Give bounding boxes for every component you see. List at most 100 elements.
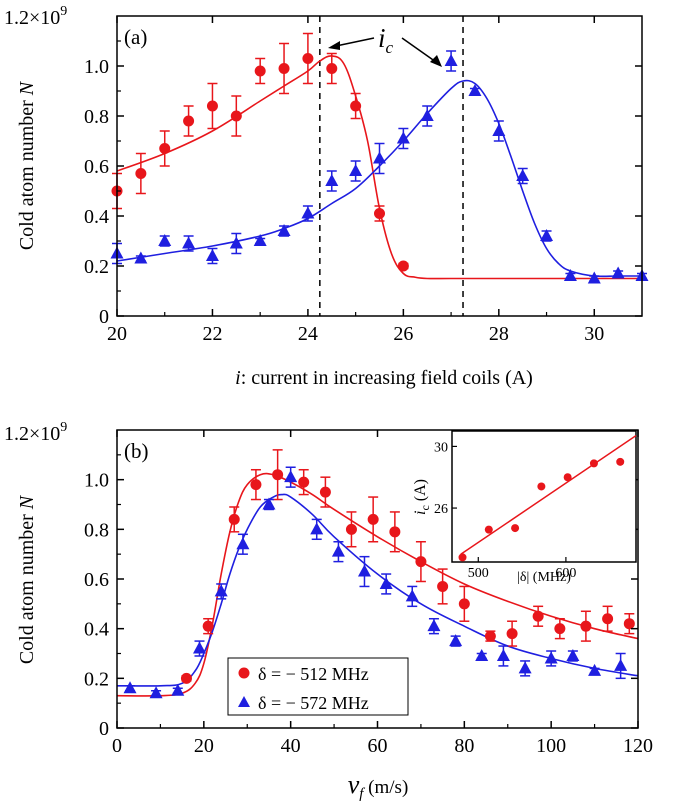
x-tick-label: 24 xyxy=(298,323,318,345)
data-point-blue xyxy=(262,497,276,510)
data-point-red xyxy=(272,469,284,481)
data-point-blue xyxy=(205,249,219,261)
y-tick-label: 0.8 xyxy=(84,106,109,128)
data-point-blue xyxy=(214,584,228,597)
x-tick-label: 80 xyxy=(454,735,474,757)
legend-label-red: δ = − 512 MHz xyxy=(258,664,369,684)
y-tick-label: 1.0 xyxy=(84,470,109,492)
data-point-blue xyxy=(192,641,206,654)
data-point-red xyxy=(350,100,362,112)
inset-chart: 500 600 26 30 |δ| (MHz) ic (A) xyxy=(412,430,637,585)
data-point-red xyxy=(367,513,379,525)
x-tick-label: 60 xyxy=(368,735,388,757)
legend-label-blue: δ = − 572 MHz xyxy=(258,693,369,713)
x-tick-label: 0 xyxy=(112,735,122,757)
data-point-blue xyxy=(331,544,345,557)
inset-ylabel: ic (A) xyxy=(412,479,432,515)
x-tick-label: 22 xyxy=(202,323,222,345)
fit-curve-blue xyxy=(116,493,639,687)
inset-data-point xyxy=(458,553,467,562)
inset-data-point xyxy=(616,457,625,466)
data-point-red xyxy=(374,208,385,219)
data-point-blue xyxy=(420,109,434,121)
ic-arrowhead-right xyxy=(430,55,442,67)
y-tick-label: 0.6 xyxy=(84,156,109,178)
data-point-red xyxy=(580,620,592,632)
data-point-blue xyxy=(588,663,602,676)
x-tick-label: 100 xyxy=(536,735,566,757)
data-point-blue xyxy=(325,174,339,186)
panel-a-label: (a) xyxy=(124,25,147,49)
ic-arrowhead-left xyxy=(328,41,340,50)
fit-curve-red xyxy=(116,55,642,280)
panel-a-xlabel: i: current in increasing field coils (A) xyxy=(235,367,533,389)
panel-b: 0 20 40 60 80 100 120 0 0.2 0.4 0.6 0.8 1.0 (b) 1.2×… xyxy=(4,420,653,801)
data-point-red xyxy=(345,523,357,535)
data-point-blue xyxy=(373,151,386,164)
panel-b-xlabel: vf (m/s) xyxy=(348,770,409,801)
legend-marker-red xyxy=(238,667,250,679)
data-point-blue xyxy=(518,661,532,674)
data-point-red xyxy=(389,526,401,538)
data-point-blue xyxy=(475,648,489,661)
y-tick-label: 0.4 xyxy=(84,619,109,641)
data-point-blue xyxy=(449,634,463,647)
inset-data-point xyxy=(563,473,572,482)
y-tick-label: 0.2 xyxy=(84,256,109,278)
data-point-blue xyxy=(171,683,185,696)
data-point-red xyxy=(397,260,409,272)
data-point-red xyxy=(230,110,242,122)
fit-curve-red xyxy=(116,472,639,697)
data-point-red xyxy=(554,623,566,635)
data-point-red xyxy=(623,618,635,630)
inset-data-point xyxy=(589,459,598,468)
ic-arrow-right xyxy=(401,37,437,63)
data-point-red xyxy=(319,486,331,498)
ic-annotation: ic xyxy=(378,23,394,57)
inset-data-point xyxy=(484,525,493,534)
y-tick-label: 1.0 xyxy=(84,56,109,78)
data-point-blue xyxy=(611,266,625,279)
data-point-red xyxy=(437,580,449,592)
data-point-blue xyxy=(396,131,410,144)
data-point-blue xyxy=(496,648,510,661)
data-point-blue xyxy=(614,658,628,671)
data-point-red xyxy=(298,476,310,488)
data-point-red xyxy=(180,672,192,684)
inset-data-point xyxy=(511,524,520,533)
ic-arrow-left xyxy=(335,37,375,47)
panel-b-ytop-label: 1.2×109 xyxy=(4,420,67,445)
data-point-red xyxy=(458,598,470,610)
data-point-blue xyxy=(229,236,243,249)
data-point-blue xyxy=(587,271,601,284)
data-point-blue xyxy=(284,470,298,483)
inset-x-tick-label: 500 xyxy=(468,566,489,581)
data-point-red xyxy=(250,479,262,491)
data-point-red xyxy=(183,115,195,127)
y-tick-label: 0.8 xyxy=(84,519,109,541)
data-point-blue xyxy=(301,206,315,219)
data-point-red xyxy=(206,100,218,112)
data-point-blue xyxy=(349,164,363,176)
data-point-red xyxy=(159,143,171,154)
data-point-blue xyxy=(379,576,393,589)
legend-box xyxy=(227,657,409,716)
panel-a-ylabel: Cold atom number N xyxy=(16,80,38,250)
data-point-red xyxy=(326,63,338,74)
data-point-red xyxy=(202,620,214,632)
panel-a: 20 22 24 26 28 30 0 0.2 0.4 0.6 0.8 1.0 (a) 1.2×109… xyxy=(4,4,649,389)
data-point-red xyxy=(484,630,496,642)
x-tick-label: 120 xyxy=(623,735,653,757)
x-tick-label: 30 xyxy=(584,323,604,345)
x-tick-label: 28 xyxy=(489,323,509,345)
data-point-red xyxy=(415,556,427,568)
y-tick-label: 0 xyxy=(99,306,109,328)
inset-y-tick-label: 26 xyxy=(434,502,448,517)
data-point-red xyxy=(602,613,614,625)
data-point-blue xyxy=(357,564,371,577)
data-point-blue xyxy=(566,648,580,661)
data-point-red xyxy=(532,610,544,622)
data-point-red xyxy=(228,513,240,525)
x-tick-label: 20 xyxy=(194,735,214,757)
